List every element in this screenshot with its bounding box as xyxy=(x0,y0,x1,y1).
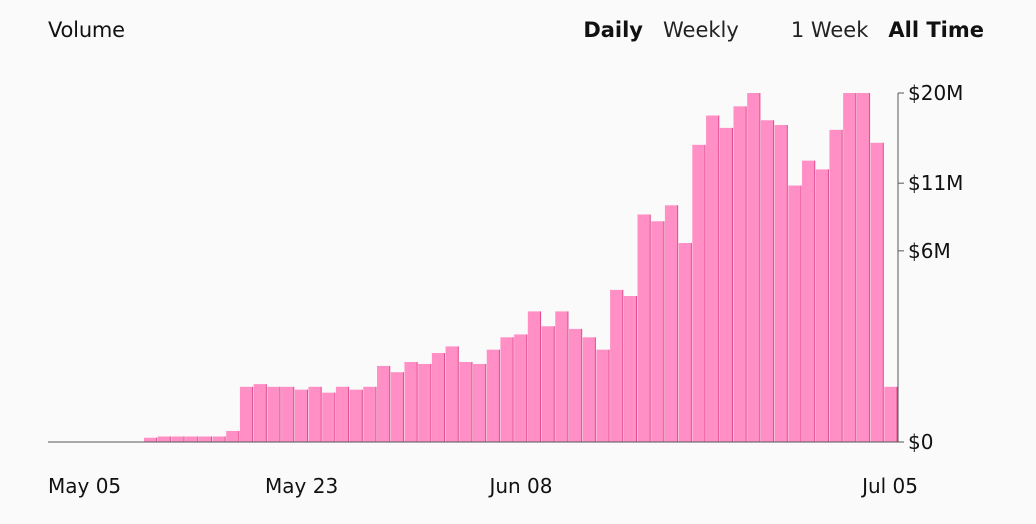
range-1-week-button[interactable]: 1 Week xyxy=(790,18,869,42)
bar-jun-30[interactable] xyxy=(815,169,829,443)
bar-may-31[interactable] xyxy=(404,362,418,442)
bar-jun-13[interactable] xyxy=(582,337,596,442)
bar-may-18[interactable] xyxy=(226,430,239,442)
bar-jun-03[interactable] xyxy=(445,346,459,442)
bar-jun-02[interactable] xyxy=(431,353,445,442)
bar-jun-18[interactable] xyxy=(651,221,664,442)
bar-jun-11[interactable] xyxy=(555,311,568,442)
bar-may-26[interactable] xyxy=(335,386,349,442)
bar-may-14[interactable] xyxy=(171,436,185,442)
chart-axes: $0 $6M $11M $20M May 05 May 23 Jun 08 Jul 05 xyxy=(48,81,963,498)
bar-jun-26[interactable] xyxy=(760,120,774,443)
bar-may-21[interactable] xyxy=(267,386,281,442)
x-tick-label: May 05 xyxy=(48,474,121,498)
y-tick-label: $6M xyxy=(908,239,951,263)
interval-daily-button[interactable]: Daily xyxy=(583,18,644,42)
bar-jun-17[interactable] xyxy=(637,214,651,442)
bar-may-17[interactable] xyxy=(212,436,226,442)
bar-jun-04[interactable] xyxy=(459,362,472,442)
range-all-time-button[interactable]: All Time xyxy=(888,18,984,42)
bar-jun-21[interactable] xyxy=(692,144,706,442)
x-tick-label: Jul 05 xyxy=(860,474,918,498)
bar-may-19[interactable] xyxy=(239,386,253,442)
bar-may-12[interactable] xyxy=(143,437,157,442)
bar-jun-08[interactable] xyxy=(514,334,527,442)
y-tick-label: $11M xyxy=(908,171,963,195)
x-tick-label: May 23 xyxy=(265,474,338,498)
bar-jun-20[interactable] xyxy=(678,243,692,442)
bar-may-16[interactable] xyxy=(198,436,212,442)
bar-jun-15[interactable] xyxy=(610,289,623,442)
bar-jun-24[interactable] xyxy=(733,106,747,442)
bar-jun-23[interactable] xyxy=(719,127,733,443)
bar-series xyxy=(143,93,898,443)
bar-may-24[interactable] xyxy=(308,386,322,442)
chart-title: Volume xyxy=(48,18,125,42)
y-tick-label: $0 xyxy=(908,430,933,454)
bar-may-29[interactable] xyxy=(377,365,390,442)
x-tick-label: Jun 08 xyxy=(487,474,552,498)
bar-may-23[interactable] xyxy=(294,389,308,442)
bar-may-28[interactable] xyxy=(363,386,377,442)
bar-may-15[interactable] xyxy=(185,436,198,442)
bar-may-27[interactable] xyxy=(349,389,363,442)
bar-jun-27[interactable] xyxy=(774,125,788,442)
bar-jun-07[interactable] xyxy=(500,337,514,442)
bar-jun-14[interactable] xyxy=(596,349,610,442)
bar-may-20[interactable] xyxy=(253,384,267,442)
bar-jul-03[interactable] xyxy=(856,93,870,442)
bar-jul-01[interactable] xyxy=(829,129,843,442)
bar-may-13[interactable] xyxy=(157,436,171,442)
bar-jun-12[interactable] xyxy=(568,328,582,442)
interval-weekly-button[interactable]: Weekly xyxy=(663,18,739,42)
bar-jun-25[interactable] xyxy=(747,93,760,442)
bar-jun-10[interactable] xyxy=(541,326,555,442)
bar-jul-04[interactable] xyxy=(870,142,884,443)
bar-may-25[interactable] xyxy=(322,392,335,442)
chart-controls: Daily Weekly 1 Week All Time xyxy=(583,18,984,42)
bar-may-22[interactable] xyxy=(281,386,294,442)
bar-jun-19[interactable] xyxy=(664,205,678,442)
bar-jun-09[interactable] xyxy=(527,311,541,442)
bar-jun-05[interactable] xyxy=(473,363,486,442)
bar-jun-28[interactable] xyxy=(788,185,802,443)
bar-jun-16[interactable] xyxy=(623,296,637,442)
y-tick-label: $20M xyxy=(908,81,963,105)
bar-jul-02[interactable] xyxy=(843,93,856,442)
bar-jun-29[interactable] xyxy=(802,160,815,442)
bar-may-30[interactable] xyxy=(390,372,404,442)
bar-jun-06[interactable] xyxy=(486,349,500,442)
bar-jul-05[interactable] xyxy=(884,386,897,442)
bar-jun-01[interactable] xyxy=(418,363,431,442)
bar-jun-22[interactable] xyxy=(706,115,719,442)
